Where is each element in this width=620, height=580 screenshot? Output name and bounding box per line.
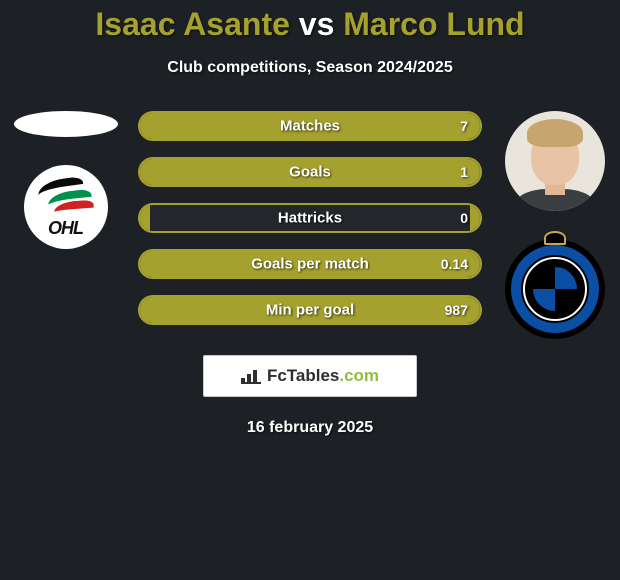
- player1-club-badge-text: OHL: [24, 218, 108, 239]
- infographic: Isaac Asante vs Marco Lund Club competit…: [0, 0, 620, 580]
- title-player2: Marco Lund: [343, 6, 524, 42]
- watermark-brand-suffix: .com: [339, 366, 379, 385]
- subtitle: Club competitions, Season 2024/2025: [0, 59, 620, 77]
- player2-avatar: [505, 111, 605, 211]
- left-column: OHL: [8, 111, 123, 249]
- watermark-brand: FcTables: [267, 366, 339, 385]
- avatar-hair-icon: [527, 119, 583, 147]
- stat-label: Goals per match: [140, 256, 480, 273]
- stat-bar-matches: Matches 7: [138, 111, 482, 141]
- right-column: [497, 111, 612, 339]
- stat-label: Matches: [140, 118, 480, 135]
- stat-value-right: 987: [445, 302, 468, 318]
- bar-chart-icon: [241, 368, 261, 384]
- stat-bar-hattricks: Hattricks 0: [138, 203, 482, 233]
- stat-value-right: 0.14: [441, 256, 468, 272]
- brugge-quarters-icon: [533, 267, 577, 311]
- stat-bar-goals-per-match: Goals per match 0.14: [138, 249, 482, 279]
- stat-bar-goals: Goals 1: [138, 157, 482, 187]
- stat-value-right: 0: [460, 210, 468, 226]
- stat-bars: Matches 7 Goals 1 Hattricks 0: [138, 111, 482, 325]
- comparison-area: OHL Matches 7 Goals 1 Hatt: [0, 111, 620, 341]
- stat-bar-min-per-goal: Min per goal 987: [138, 295, 482, 325]
- stat-value-right: 7: [460, 118, 468, 134]
- player1-club-badge: OHL: [24, 165, 108, 249]
- date: 16 february 2025: [0, 419, 620, 437]
- title-player1: Isaac Asante: [95, 6, 289, 42]
- watermark: FcTables.com: [203, 355, 417, 397]
- player2-club-badge: [505, 239, 605, 339]
- title-vs: vs: [299, 6, 335, 42]
- brugge-crown-icon: [544, 231, 566, 245]
- stat-value-right: 1: [460, 164, 468, 180]
- player1-avatar-placeholder: [14, 111, 118, 137]
- page-title: Isaac Asante vs Marco Lund: [0, 0, 620, 43]
- watermark-text: FcTables.com: [267, 366, 379, 386]
- stat-label: Min per goal: [140, 302, 480, 319]
- stat-label: Goals: [140, 164, 480, 181]
- stat-label: Hattricks: [140, 210, 480, 227]
